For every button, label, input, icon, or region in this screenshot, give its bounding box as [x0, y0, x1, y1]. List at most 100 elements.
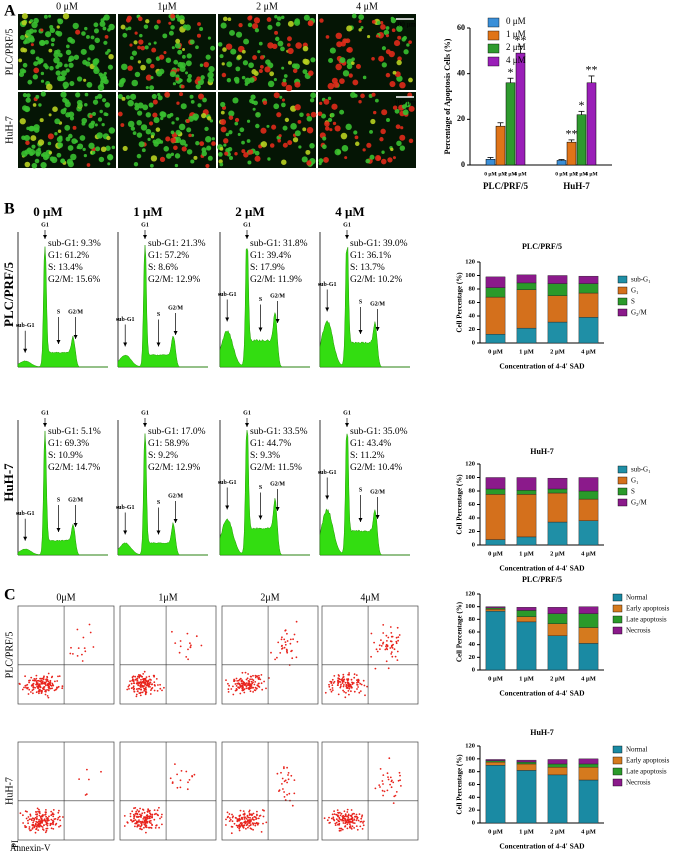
cell [145, 74, 153, 81]
cell [47, 141, 52, 146]
event [331, 687, 334, 689]
cell [287, 140, 293, 146]
cell [385, 34, 390, 38]
cell [70, 153, 77, 161]
cell [170, 137, 176, 144]
event [370, 655, 372, 658]
cell [81, 31, 86, 36]
cell [211, 141, 216, 146]
event [249, 690, 252, 693]
cell [179, 78, 183, 83]
cell [239, 127, 245, 133]
event [33, 819, 35, 822]
bar-segment [578, 283, 599, 294]
cell [252, 55, 258, 60]
cell [303, 58, 310, 65]
cell [331, 77, 338, 84]
cell [327, 117, 333, 123]
event [46, 824, 49, 827]
cell [267, 157, 271, 161]
event [225, 818, 227, 821]
cell [397, 35, 402, 40]
event [154, 827, 157, 829]
event [381, 780, 384, 782]
cell [330, 112, 335, 118]
cell [153, 24, 159, 30]
event [257, 822, 260, 825]
event [247, 684, 250, 687]
event [286, 649, 288, 652]
event [345, 691, 347, 694]
event [382, 632, 385, 634]
event [370, 632, 373, 635]
cell [301, 156, 308, 163]
bar-segment [516, 610, 537, 618]
event [339, 818, 342, 821]
cell [108, 127, 116, 134]
y-axis-label: Cell Percentage (%) [456, 754, 464, 815]
event [37, 810, 39, 813]
cell [150, 63, 155, 69]
cell [79, 135, 86, 141]
cell [146, 58, 152, 64]
arrow-head [73, 523, 78, 527]
event [262, 822, 264, 825]
cell [60, 70, 67, 77]
event [353, 690, 356, 693]
event [246, 677, 249, 680]
bar-label: 4 μM [585, 171, 598, 177]
cell [69, 81, 75, 87]
cell [225, 43, 233, 50]
event [248, 688, 251, 691]
event [259, 678, 262, 681]
cell [358, 19, 362, 24]
event [274, 658, 276, 661]
cell [197, 22, 201, 26]
event [375, 648, 378, 651]
event [382, 794, 384, 797]
y-tick-label: 60 [469, 501, 476, 508]
cell [88, 44, 95, 51]
cell [287, 36, 292, 42]
event [346, 687, 349, 689]
cell [302, 45, 309, 52]
cell [220, 22, 227, 29]
event [141, 812, 144, 815]
y-axis-label: Cell Percentage (%) [456, 474, 464, 535]
cell [166, 113, 172, 119]
event [28, 688, 31, 691]
x-tick-label: 4 μM [581, 675, 596, 682]
cell [24, 161, 31, 168]
cell [287, 20, 294, 27]
event [43, 824, 45, 827]
event [260, 682, 263, 685]
cell [219, 162, 224, 167]
event [350, 809, 353, 811]
cell [104, 102, 111, 108]
histogram [117, 433, 208, 556]
cell [126, 15, 132, 21]
event [154, 684, 156, 687]
event [399, 779, 401, 782]
event [390, 653, 393, 655]
y-tick-label: 100 [465, 603, 475, 610]
event [359, 682, 362, 685]
cell [164, 91, 171, 98]
cell [373, 110, 377, 115]
stat-text: G2/M: 10.2% [350, 275, 402, 285]
event [35, 674, 38, 677]
event [32, 686, 35, 689]
cell [190, 100, 195, 104]
cell [56, 152, 62, 158]
cell [148, 121, 154, 126]
event [41, 689, 43, 692]
event [337, 677, 340, 680]
event [137, 824, 140, 827]
cell [140, 124, 148, 131]
event [129, 815, 132, 818]
event [45, 823, 48, 826]
event [135, 810, 138, 813]
event [338, 827, 341, 830]
event [54, 680, 56, 683]
cell [33, 29, 37, 33]
